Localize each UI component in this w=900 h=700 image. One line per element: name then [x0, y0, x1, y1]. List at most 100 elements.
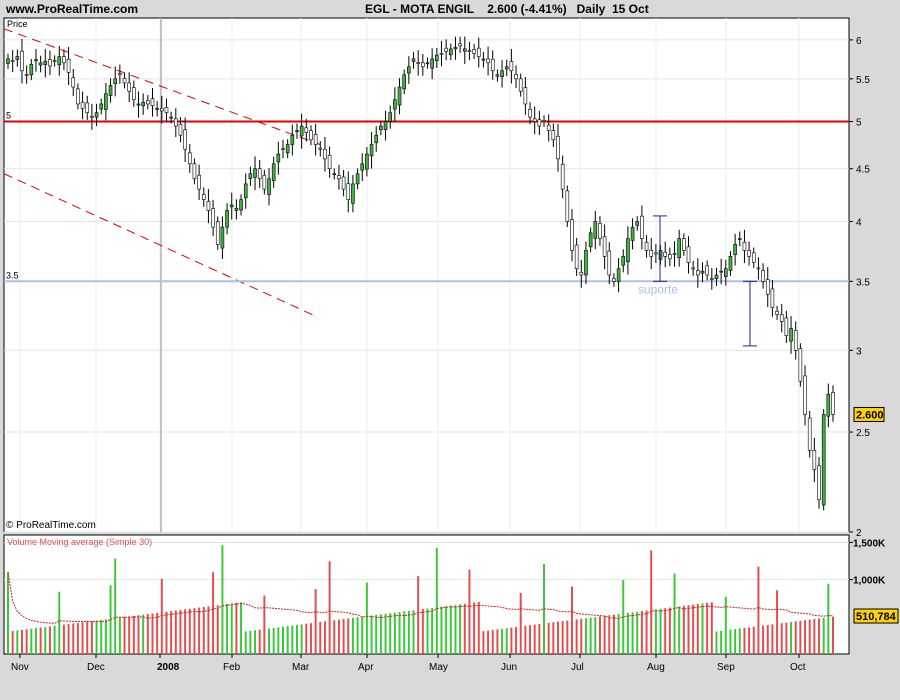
candle-body: [20, 50, 24, 72]
month-label: 2008: [157, 662, 180, 673]
candle-body: [332, 173, 337, 176]
candle-body: [155, 107, 159, 110]
candle-body: [579, 271, 584, 276]
candle-body: [574, 244, 579, 269]
candle-body: [323, 148, 327, 160]
lower-trend-line[interactable]: [3, 173, 316, 317]
candle-body: [169, 116, 173, 119]
candle-body: [565, 190, 570, 222]
candles: [6, 36, 835, 511]
candle-body: [779, 314, 784, 322]
candle-body: [239, 199, 243, 211]
candle-body: [747, 250, 751, 257]
candle-body: [122, 78, 127, 84]
price-panel: [3, 17, 850, 533]
candle-body: [29, 64, 34, 76]
candle-body: [686, 246, 691, 263]
candle-body: [365, 153, 369, 170]
volume-tick-label: 1,000K: [853, 576, 886, 587]
candle-body: [807, 417, 812, 451]
candle-body: [341, 176, 346, 190]
month-label: Jul: [571, 662, 584, 673]
candle-body: [537, 119, 542, 127]
candle-body: [723, 268, 728, 277]
candle-body: [821, 414, 826, 506]
candle-body: [257, 168, 262, 180]
candle-body: [635, 221, 640, 226]
candle-body: [141, 101, 145, 107]
candle-body: [658, 250, 663, 260]
candle-body: [691, 267, 695, 270]
candle-body: [229, 204, 234, 208]
candle-body: [393, 99, 397, 110]
candle-body: [509, 61, 514, 72]
candle-body: [462, 48, 467, 52]
candle-body: [327, 155, 332, 170]
x-axis: Nov Dec 2008 Feb Mar Apr May Jun Jul Aug Sep Oct: [11, 654, 806, 673]
candle-body: [472, 49, 476, 54]
candle-body: [113, 78, 118, 84]
candle-body: [532, 118, 537, 122]
candle-body: [127, 82, 131, 92]
candle-body: [644, 241, 649, 251]
instrument-title: EGL - MOTA ENGIL 2.600 (-4.41%) Daily 15…: [365, 2, 649, 16]
candle-body: [43, 60, 48, 65]
candle-body: [518, 78, 523, 92]
candle-body: [560, 163, 565, 190]
candle-body: [584, 250, 588, 276]
candle-body: [761, 270, 765, 282]
site-url[interactable]: www.ProRealTime.com: [6, 2, 139, 16]
candle-body: [267, 178, 271, 195]
candle-body: [551, 130, 556, 141]
candle-body: [453, 47, 458, 50]
candle-body: [108, 85, 113, 96]
instrument-name: EGL - MOTA ENGIL: [365, 2, 474, 16]
candle-body: [486, 58, 490, 64]
month-label: Aug: [647, 662, 665, 673]
price-tick-label: 5.5: [856, 75, 870, 86]
candle-body: [6, 58, 10, 64]
month-label: Mar: [292, 662, 310, 673]
trend-lines: [3, 28, 321, 317]
candle-body: [38, 62, 43, 66]
candle-body: [640, 215, 644, 239]
candle-body: [299, 125, 304, 137]
candle-body: [146, 100, 150, 105]
candle-body: [243, 183, 248, 199]
price-tick-label: 4.5: [856, 165, 870, 176]
candle-body: [705, 265, 709, 276]
price-tick-label: 2: [856, 528, 862, 539]
candle-body: [192, 163, 197, 180]
candle-body: [24, 74, 29, 76]
month-label: Oct: [790, 662, 806, 673]
candle-body: [290, 134, 295, 145]
candle-body: [178, 123, 183, 136]
candle-body: [318, 147, 323, 150]
candle-body: [369, 144, 374, 157]
candle-body: [481, 58, 486, 61]
candle-body: [164, 107, 169, 113]
candle-body: [476, 47, 481, 57]
candle-body: [276, 153, 281, 163]
candle-body: [211, 208, 215, 228]
upper-trend-line[interactable]: [3, 28, 321, 145]
candle-body: [626, 238, 630, 263]
candle-body: [90, 115, 94, 118]
candle-body: [173, 118, 178, 127]
candle-body: [197, 174, 201, 190]
candle-body: [542, 120, 546, 122]
candle-body: [756, 267, 761, 270]
price-axis: 6 5.5 5 4.5 4 3.5 3 2.5 2 2.600: [849, 36, 885, 539]
candle-body: [714, 274, 719, 280]
candle-body: [253, 168, 257, 178]
candle-body: [607, 250, 612, 276]
candle-body: [271, 163, 276, 181]
price-tick-label: 3.5: [856, 277, 870, 288]
candle-body: [630, 226, 635, 241]
horizontal-levels: 53.5: [4, 111, 849, 283]
candle-body: [775, 310, 779, 315]
volume-title: Volume Moving average (Simple 30): [7, 537, 152, 547]
candle-body: [425, 62, 430, 65]
candle-body: [765, 279, 770, 295]
